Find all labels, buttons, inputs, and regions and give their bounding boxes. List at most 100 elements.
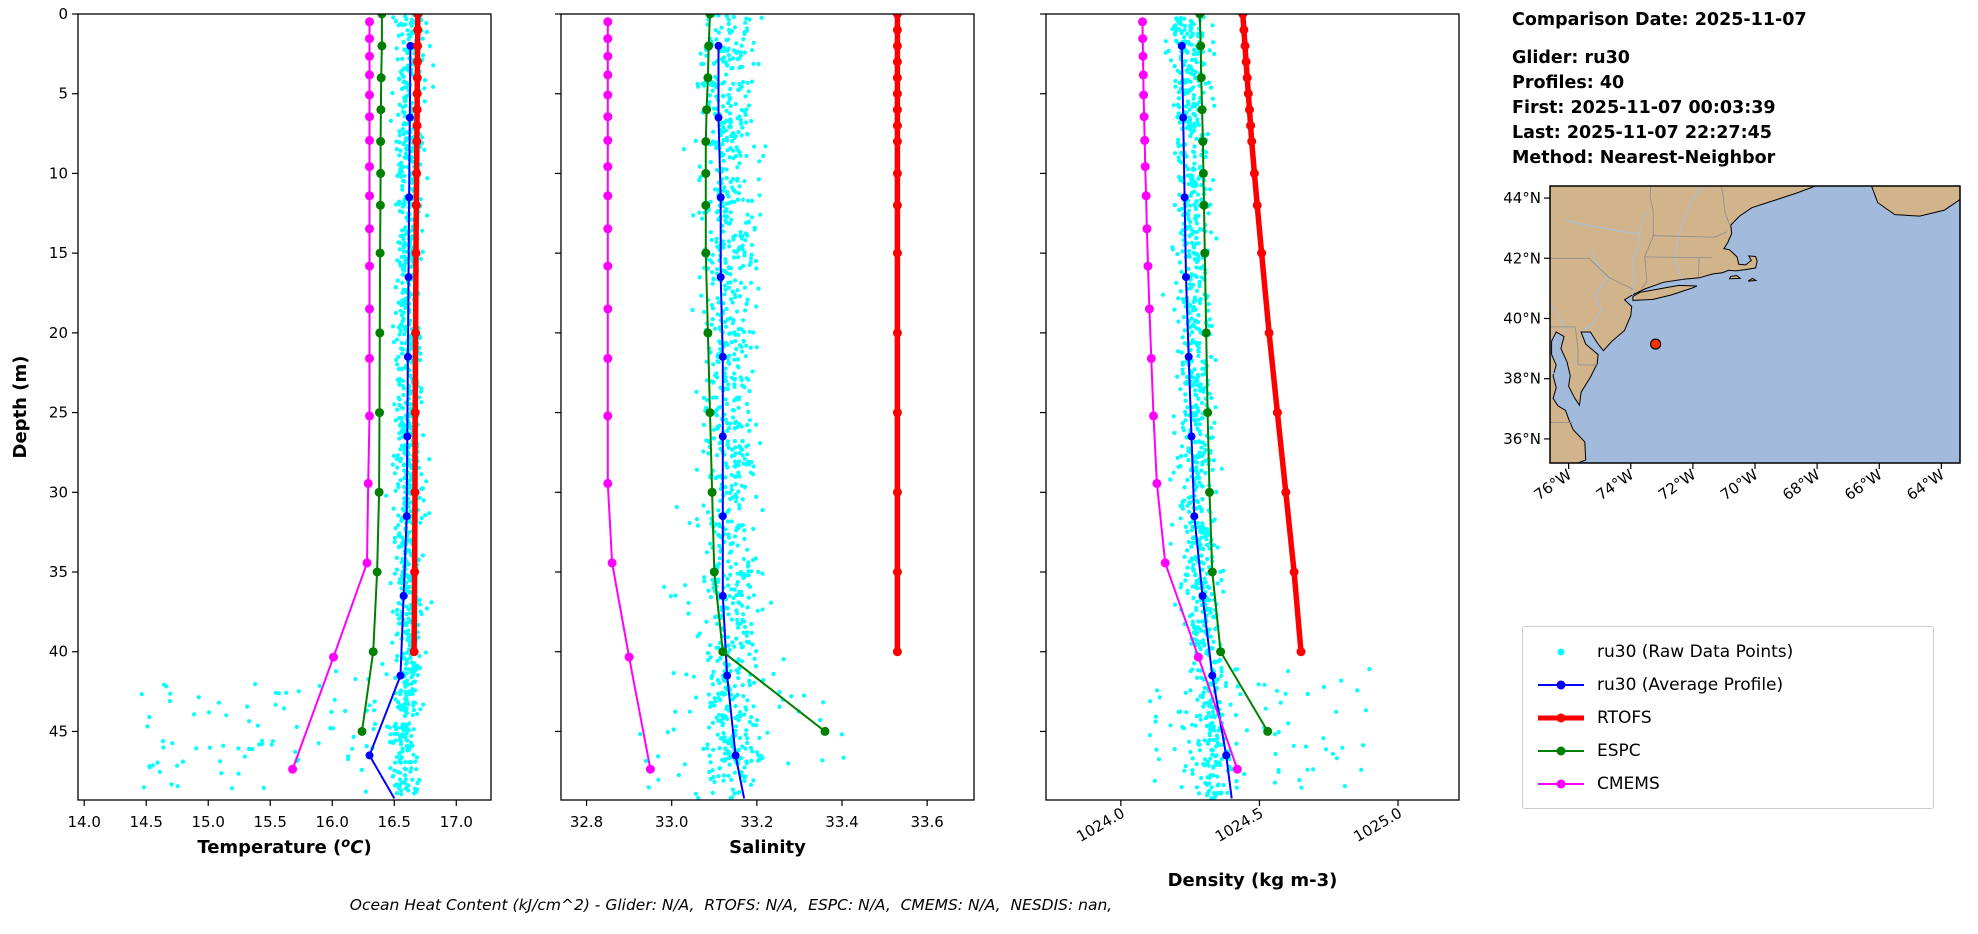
map-river — [1565, 220, 1640, 235]
salinity-raw-scatter — [638, 14, 846, 800]
panel-temperature: 14.0 14.5 15.0 15.5 16.0 16.5 17.0 0 5 10 15 20 25 30… — [49, 5, 492, 858]
svg-text:1024.0: 1024.0 — [1073, 804, 1127, 846]
legend-item-rtofs: RTOFS — [1523, 701, 1933, 734]
legend-item-cmems: CMEMS — [1523, 767, 1933, 800]
map-state-border — [1640, 256, 1648, 289]
location-map: 44°N 42°N 40°N 38°N 36°N 76°W 74°W 72°W 70°W 68°W… — [1503, 185, 1961, 504]
glider-location-marker — [1650, 338, 1662, 350]
legend-marker-rtofs — [1538, 713, 1584, 722]
svg-text:0: 0 — [58, 5, 68, 23]
legend-item-raw: ru30 (Raw Data Points) — [1523, 635, 1933, 668]
svg-text:17.0: 17.0 — [440, 813, 473, 831]
salinity-series-cmems — [603, 17, 655, 774]
svg-text:33.2: 33.2 — [740, 813, 773, 831]
info-line: Method: Nearest-Neighbor — [1512, 148, 1776, 168]
svg-text:72°W: 72°W — [1655, 465, 1699, 504]
svg-text:15.0: 15.0 — [192, 813, 225, 831]
svg-text:30: 30 — [49, 483, 68, 501]
density-series-espc — [1195, 14, 1273, 736]
map-state-border — [1698, 257, 1700, 277]
svg-text:1024.5: 1024.5 — [1212, 804, 1266, 846]
map-river — [1631, 211, 1647, 296]
temperature-series-espc — [357, 14, 387, 736]
svg-text:76°W: 76°W — [1531, 465, 1575, 504]
salinity-frame — [560, 13, 975, 801]
map-land — [1747, 277, 1758, 282]
svg-text:32.8: 32.8 — [570, 813, 603, 831]
ohc-annotation: Ocean Heat Content (kJ/cm^2) - Glider: N… — [349, 896, 1113, 914]
svg-text:35: 35 — [49, 563, 68, 581]
svg-text:33.4: 33.4 — [825, 813, 858, 831]
svg-text:38°N: 38°N — [1503, 370, 1541, 388]
svg-text:64°W: 64°W — [1903, 465, 1947, 504]
map-state-border — [1653, 231, 1728, 238]
salinity-series-espc — [701, 14, 830, 736]
legend-item-espc: ESPC — [1523, 734, 1933, 767]
temperature-series-rtofs — [409, 14, 423, 657]
salinity-x-axis: 32.8 33.0 33.2 33.4 33.6 — [570, 800, 944, 831]
svg-text:33.6: 33.6 — [910, 813, 943, 831]
svg-text:74°W: 74°W — [1593, 465, 1637, 504]
map-land — [1550, 186, 1816, 463]
svg-text:15: 15 — [49, 244, 68, 262]
density-series-cmems — [1138, 17, 1242, 774]
info-line: Profiles: 40 — [1512, 73, 1625, 93]
comparison-date: Comparison Date: 2025-11-07 — [1512, 10, 1807, 30]
map-land — [1870, 186, 1960, 217]
svg-text:15.5: 15.5 — [254, 813, 287, 831]
svg-text:40°N: 40°N — [1503, 309, 1541, 327]
salinity-series-avg — [714, 41, 746, 799]
legend-label: RTOFS — [1597, 707, 1652, 728]
salinity-axis-label: Salinity — [729, 837, 806, 858]
legend-label: ESPC — [1597, 740, 1641, 761]
legend-label: ru30 (Raw Data Points) — [1597, 641, 1794, 662]
legend-marker-raw — [1557, 648, 1565, 655]
svg-text:20: 20 — [49, 324, 68, 342]
temperature-frame — [77, 13, 492, 801]
map-state-border — [1644, 186, 1654, 257]
map-river — [1673, 186, 1703, 280]
salinity-series-rtofs — [892, 14, 902, 657]
legend-marker-avg — [1538, 680, 1584, 689]
density-frame — [1045, 13, 1460, 801]
map-river — [1582, 248, 1608, 331]
info-line: Glider: ru30 — [1512, 48, 1630, 68]
svg-text:45: 45 — [49, 722, 68, 740]
svg-text:33.0: 33.0 — [655, 813, 688, 831]
density-series-rtofs — [1238, 14, 1306, 657]
density-axis-label: Density (kg m-3) — [1168, 870, 1338, 891]
temperature-axis-label: Temperature (oC) — [197, 836, 371, 858]
svg-text:5: 5 — [58, 85, 68, 103]
map-state-border — [1550, 257, 1634, 290]
svg-text:25: 25 — [49, 404, 68, 422]
salinity-y-axis — [555, 13, 561, 733]
svg-text:16.0: 16.0 — [316, 813, 349, 831]
legend-marker-espc — [1538, 746, 1584, 755]
density-raw-scatter — [1147, 14, 1372, 800]
density-y-axis — [1040, 13, 1046, 733]
temperature-raw-scatter — [139, 14, 436, 797]
svg-text:14.5: 14.5 — [130, 813, 163, 831]
svg-text:14.0: 14.0 — [67, 813, 100, 831]
panel-density: 1024.0 1024.5 1025.0 Density (kg m-3) — [1040, 13, 1460, 891]
map-state-border — [1721, 186, 1730, 225]
density-series-avg — [1177, 41, 1233, 799]
info-line: First: 2025-11-07 00:03:39 — [1512, 98, 1776, 118]
panel-salinity: 32.8 33.0 33.2 33.4 33.6 Salinity — [555, 13, 975, 858]
density-x-axis: 1024.0 1024.5 1025.0 — [1073, 800, 1405, 846]
svg-text:44°N: 44°N — [1503, 189, 1541, 207]
legend-label: ru30 (Average Profile) — [1597, 674, 1784, 695]
depth-axis-label: Depth (m) — [10, 356, 31, 459]
info-panel: Comparison Date: 2025-11-07 Glider: ru30… — [1512, 10, 1807, 171]
map-river — [1550, 303, 1567, 333]
profile-plots: 14.0 14.5 15.0 15.5 16.0 16.5 17.0 0 5 10 15 20 25 30… — [10, 5, 1460, 891]
temperature-series-avg — [365, 41, 415, 799]
svg-text:70°W: 70°W — [1717, 465, 1761, 504]
temperature-series-cmems — [288, 17, 374, 774]
svg-text:68°W: 68°W — [1779, 465, 1823, 504]
svg-text:10: 10 — [49, 164, 68, 182]
map-land — [1728, 275, 1742, 280]
svg-text:1025.0: 1025.0 — [1351, 804, 1405, 846]
svg-text:42°N: 42°N — [1503, 249, 1541, 267]
